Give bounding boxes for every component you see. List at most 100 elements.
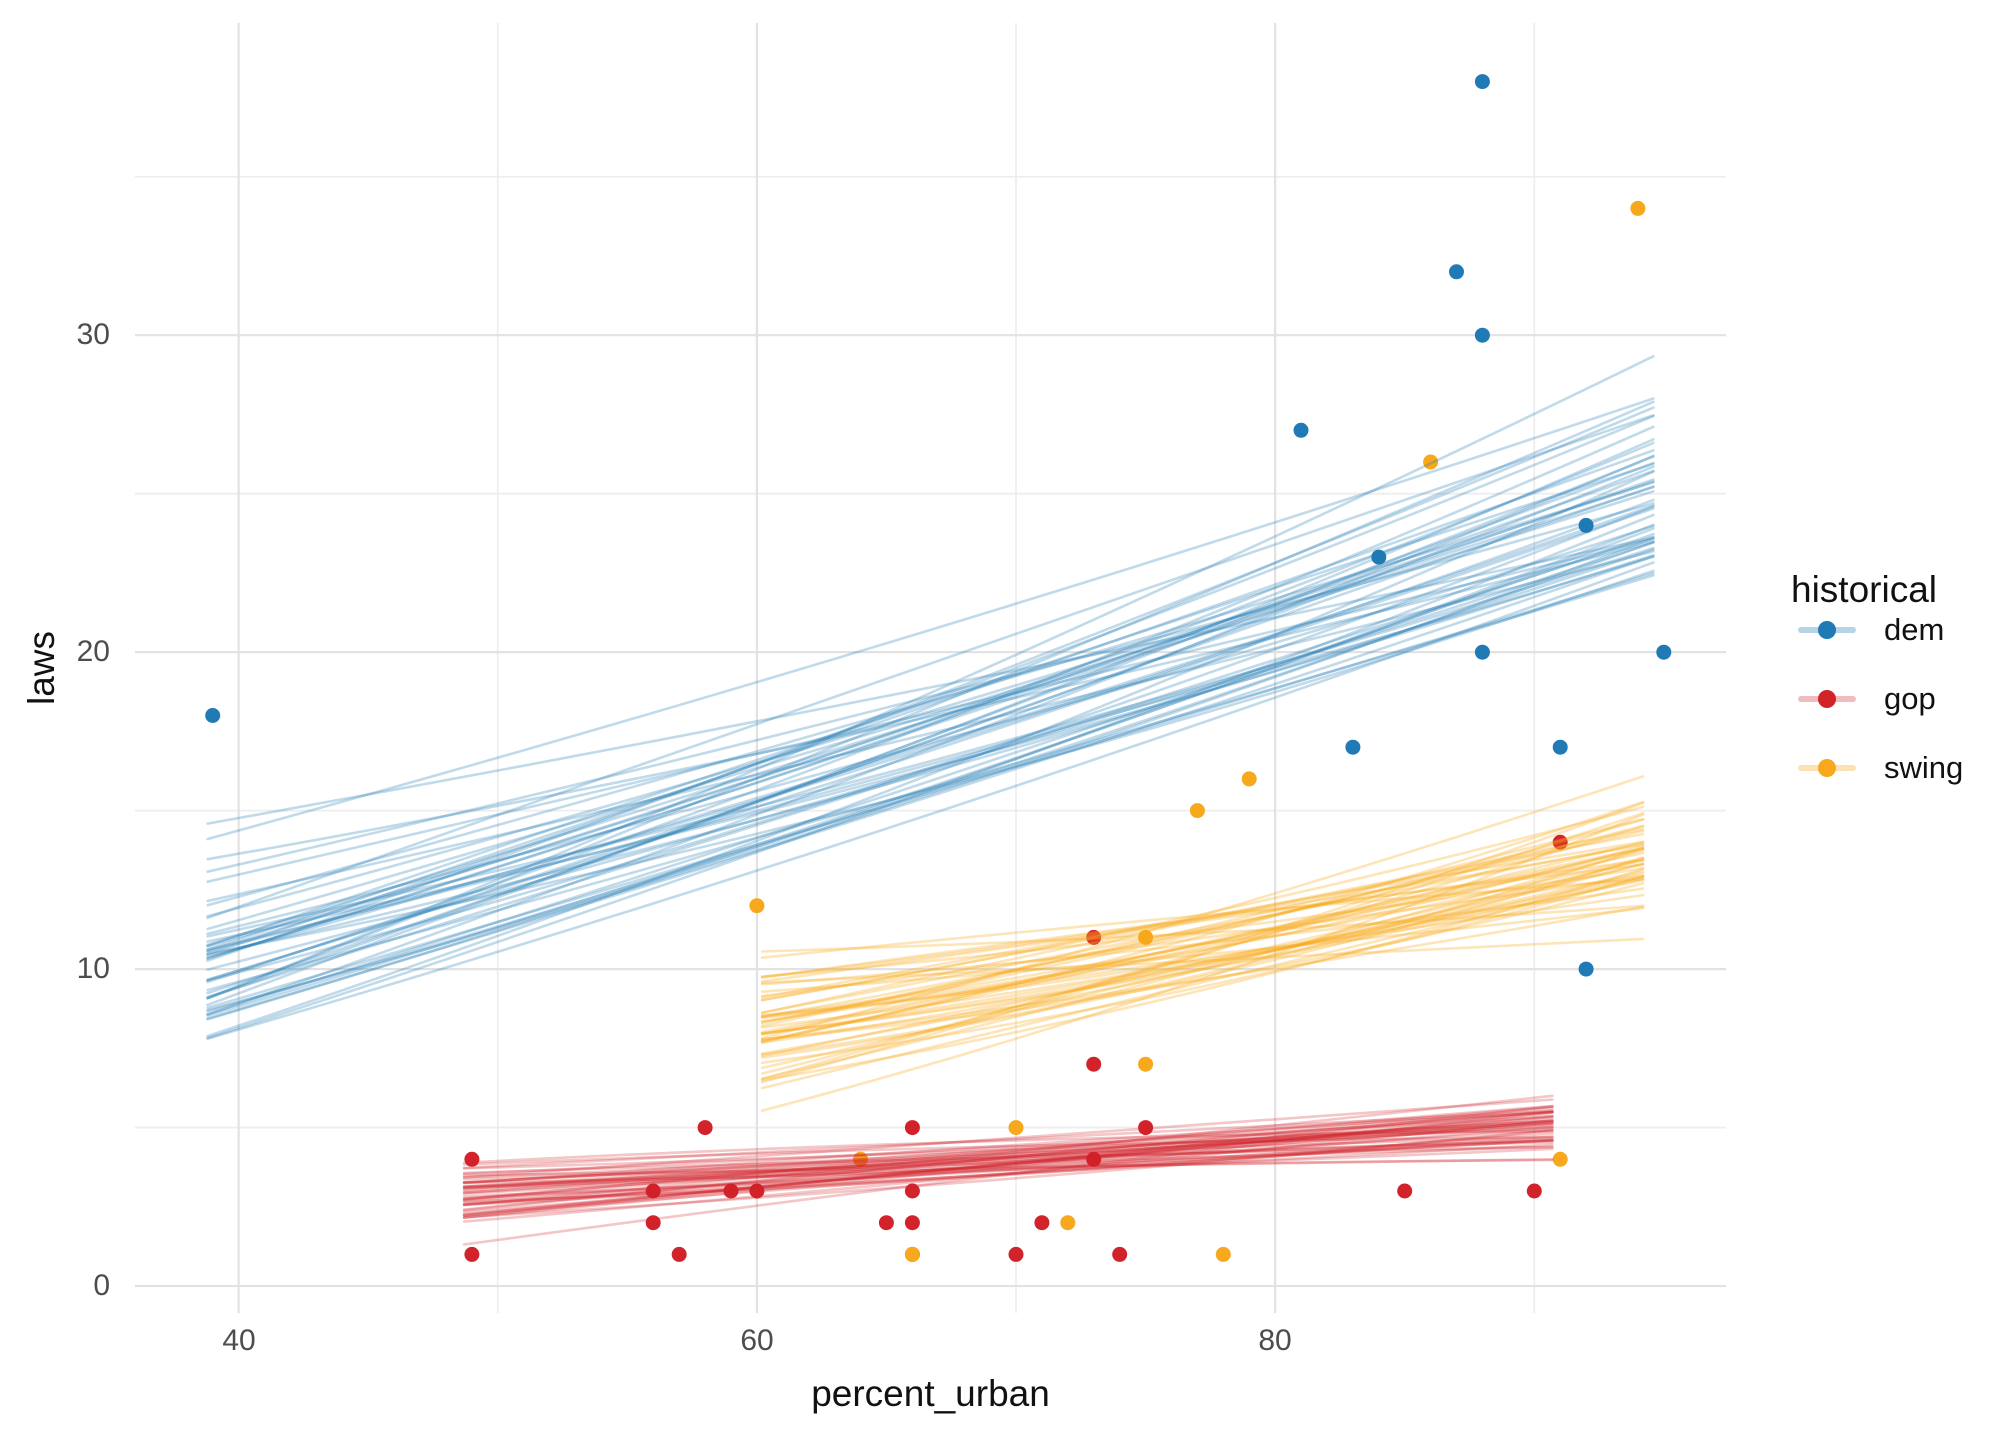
spaghetti-line-dem bbox=[206, 441, 1655, 948]
spaghetti-line-dem bbox=[206, 490, 1655, 946]
spaghetti-line-gop bbox=[462, 1125, 1554, 1206]
scatter-point-gop bbox=[878, 1215, 894, 1231]
spaghetti-line-swing bbox=[760, 887, 1645, 986]
spaghetti-line-gop bbox=[462, 1147, 1554, 1184]
legend-label: gop bbox=[1884, 681, 1936, 716]
scatter-point-dem bbox=[1474, 74, 1490, 90]
spaghetti-line-swing bbox=[760, 906, 1645, 993]
spaghetti-line-dem bbox=[206, 537, 1655, 883]
scatter-point-gop bbox=[1086, 929, 1102, 945]
scatter-point-gop bbox=[697, 1120, 713, 1136]
scatter-point-gop bbox=[904, 1183, 920, 1199]
spaghetti-line-swing bbox=[760, 848, 1645, 1080]
y-axis-title: laws bbox=[21, 630, 62, 706]
spaghetti-line-dem bbox=[206, 469, 1655, 953]
spaghetti-line-swing bbox=[760, 871, 1645, 1055]
scatter-point-swing bbox=[1215, 1246, 1231, 1262]
spaghetti-line-dem bbox=[206, 527, 1655, 1017]
legend-key-dot-icon bbox=[1818, 759, 1836, 777]
spaghetti-line-dem bbox=[206, 555, 1655, 951]
spaghetti-line-swing bbox=[760, 867, 1645, 1082]
spaghetti-line-swing bbox=[760, 905, 1645, 1041]
scatter-point-gop bbox=[1552, 834, 1568, 850]
spaghetti-line-dem bbox=[206, 546, 1655, 938]
spaghetti-line-gop bbox=[462, 1158, 1554, 1189]
spaghetti-line-gop bbox=[462, 1135, 1554, 1207]
spaghetti-line-dem bbox=[206, 449, 1655, 951]
spaghetti-line-gop bbox=[462, 1143, 1554, 1205]
spaghetti-line-dem bbox=[206, 480, 1655, 918]
spaghetti-line-gop bbox=[462, 1106, 1554, 1212]
spaghetti-line-gop bbox=[462, 1114, 1554, 1218]
scatter-point-gop bbox=[1138, 1120, 1154, 1136]
x-tick-label: 80 bbox=[1258, 1324, 1292, 1357]
spaghetti-line-swing bbox=[760, 893, 1645, 1023]
spaghetti-line-swing bbox=[760, 832, 1645, 1015]
scatter-point-dem bbox=[1474, 644, 1490, 660]
spaghetti-line-dem bbox=[206, 414, 1655, 956]
spaghetti-line-dem bbox=[206, 532, 1655, 1016]
spaghetti-line-gop bbox=[462, 1115, 1554, 1176]
spaghetti-line-dem bbox=[206, 550, 1655, 903]
scatter-point-gop bbox=[1526, 1183, 1542, 1199]
spaghetti-line-gop bbox=[462, 1094, 1554, 1207]
x-tick-label: 60 bbox=[740, 1324, 774, 1357]
spaghetti-line-dem bbox=[206, 561, 1655, 1040]
scatter-point-gop bbox=[904, 1215, 920, 1231]
spaghetti-line-swing bbox=[760, 875, 1645, 1065]
spaghetti-line-gop bbox=[462, 1135, 1554, 1166]
scatter-point-swing bbox=[904, 1246, 920, 1262]
spaghetti-line-swing bbox=[760, 813, 1645, 1112]
spaghetti-line-dem bbox=[206, 555, 1655, 1020]
scatter-point-dem bbox=[205, 708, 221, 723]
legend-key-dem bbox=[1798, 608, 1856, 652]
spaghetti-line-swing bbox=[760, 858, 1645, 983]
spaghetti-line-dem bbox=[206, 406, 1655, 962]
spaghetti-line-dem bbox=[206, 400, 1655, 1000]
spaghetti-line-gop bbox=[462, 1111, 1554, 1219]
scatter-point-gop bbox=[464, 1151, 480, 1167]
spaghetti-line-swing bbox=[760, 875, 1645, 1036]
legend-title: historical bbox=[1791, 569, 1937, 610]
spaghetti-line-dem bbox=[206, 454, 1655, 1016]
spaghetti-line-dem bbox=[206, 498, 1655, 953]
scatter-point-dem bbox=[1345, 739, 1361, 755]
spaghetti-line-swing bbox=[760, 805, 1645, 1002]
scatter-point-gop bbox=[749, 1183, 765, 1199]
spaghetti-line-dem bbox=[206, 571, 1655, 1010]
scatter-point-swing bbox=[1138, 1056, 1154, 1072]
scatter-point-swing bbox=[749, 898, 765, 914]
spaghetti-line-swing bbox=[760, 775, 1645, 1040]
spaghetti-line-swing bbox=[760, 818, 1645, 1024]
spaghetti-line-gop bbox=[462, 1122, 1554, 1206]
spaghetti-line-swing bbox=[760, 862, 1645, 1035]
spaghetti-line-gop bbox=[462, 1121, 1554, 1184]
spaghetti-line-swing bbox=[760, 827, 1645, 1002]
spaghetti-line-dem bbox=[206, 523, 1655, 1021]
legend-entry-swing: swing bbox=[1798, 746, 1963, 790]
spaghetti-line-gop bbox=[462, 1104, 1554, 1201]
spaghetti-line-gop bbox=[462, 1128, 1554, 1203]
spaghetti-line-gop bbox=[462, 1122, 1554, 1195]
spaghetti-line-dem bbox=[206, 425, 1655, 984]
spaghetti-line-gop bbox=[462, 1105, 1554, 1184]
spaghetti-line-swing bbox=[760, 877, 1645, 1090]
spaghetti-line-swing bbox=[760, 829, 1645, 1025]
scatter-point-dem bbox=[1578, 517, 1594, 533]
legend-key-swing bbox=[1798, 746, 1856, 790]
scatter-point-gop bbox=[1086, 1056, 1102, 1072]
spaghetti-line-gop bbox=[462, 1132, 1554, 1198]
scatter-point-dem bbox=[1449, 264, 1464, 280]
spaghetti-line-dem bbox=[206, 502, 1655, 873]
spaghetti-line-dem bbox=[206, 507, 1655, 982]
spaghetti-line-swing bbox=[760, 800, 1645, 1042]
spaghetti-line-gop bbox=[462, 1138, 1554, 1190]
scatter-point-gop bbox=[723, 1183, 739, 1199]
spaghetti-line-dem bbox=[206, 536, 1655, 825]
y-tick-label: 0 bbox=[93, 1269, 110, 1302]
spaghetti-line-swing bbox=[760, 844, 1645, 1019]
spaghetti-line-gop bbox=[462, 1121, 1554, 1190]
spaghetti-line-dem bbox=[206, 540, 1655, 1013]
spaghetti-line-dem bbox=[206, 481, 1655, 907]
